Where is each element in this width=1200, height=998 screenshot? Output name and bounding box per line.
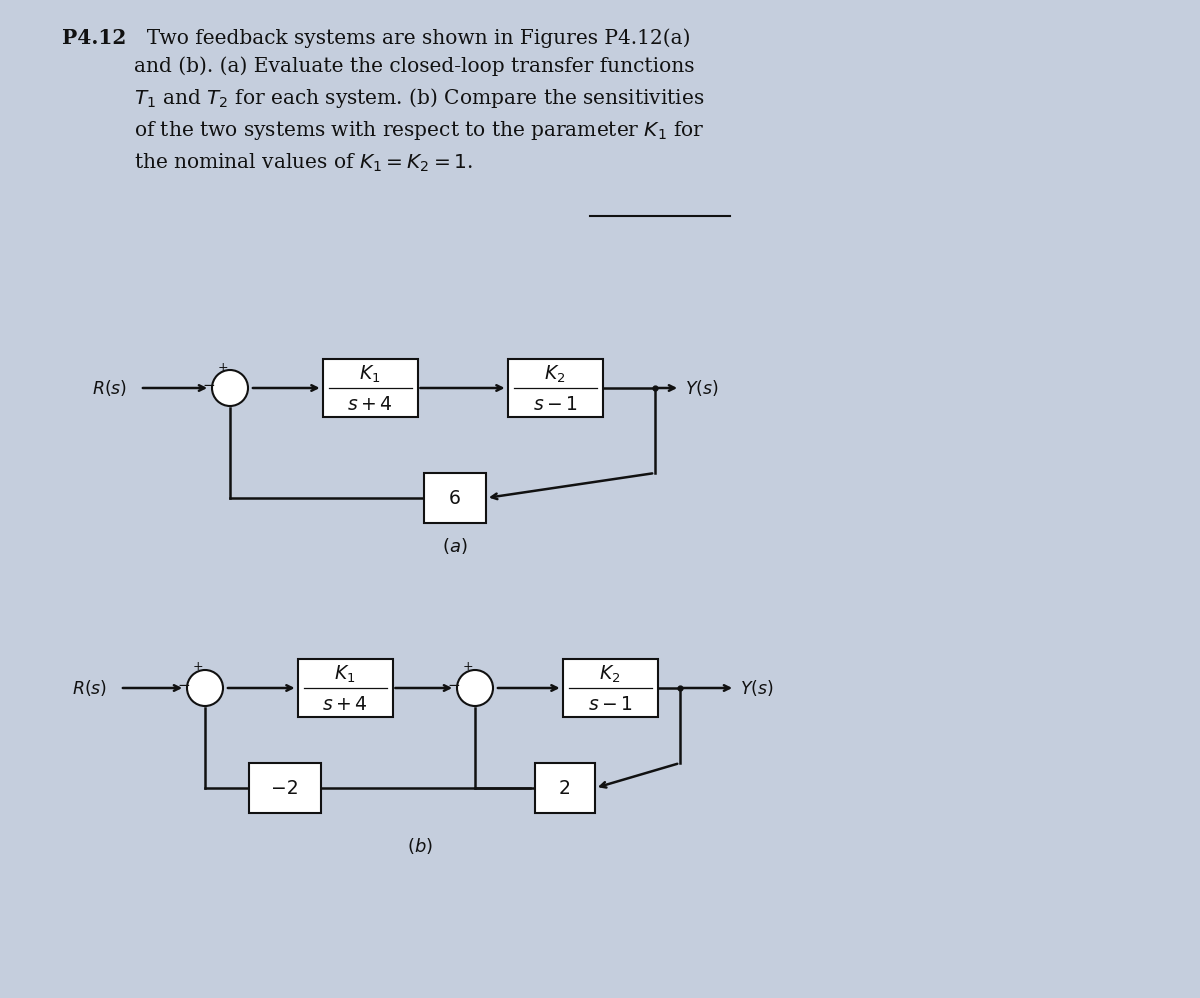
Bar xyxy=(298,659,392,717)
Text: +: + xyxy=(217,360,228,373)
Text: $K_1$: $K_1$ xyxy=(335,664,355,685)
Text: $R(s)$: $R(s)$ xyxy=(92,378,127,398)
Text: $Y(s)$: $Y(s)$ xyxy=(685,378,719,398)
Circle shape xyxy=(457,670,493,706)
Text: $s+4$: $s+4$ xyxy=(322,695,368,714)
Text: $s-1$: $s-1$ xyxy=(588,695,632,714)
Bar xyxy=(424,473,486,523)
Text: −2: −2 xyxy=(271,778,299,797)
Text: −: − xyxy=(448,678,461,693)
Bar xyxy=(563,659,658,717)
Text: +: + xyxy=(463,661,473,674)
Circle shape xyxy=(187,670,223,706)
Text: P4.12: P4.12 xyxy=(62,28,126,48)
Text: 2: 2 xyxy=(559,778,571,797)
Text: $s-1$: $s-1$ xyxy=(533,394,577,413)
Text: $K_1$: $K_1$ xyxy=(359,363,380,384)
Text: $(a)$: $(a)$ xyxy=(443,536,468,556)
Text: 6: 6 xyxy=(449,488,461,508)
Circle shape xyxy=(212,370,248,406)
Text: $K_2$: $K_2$ xyxy=(545,363,565,384)
Bar xyxy=(508,359,602,417)
Text: −: − xyxy=(178,678,191,693)
Bar xyxy=(250,763,322,813)
Text: −: − xyxy=(203,377,215,392)
Text: $Y(s)$: $Y(s)$ xyxy=(740,678,774,698)
Text: $(b)$: $(b)$ xyxy=(407,836,433,856)
Text: Two feedback systems are shown in Figures P4.12(a)
and (b). (a) Evaluate the clo: Two feedback systems are shown in Figure… xyxy=(134,28,704,174)
Bar xyxy=(535,763,595,813)
Text: $K_2$: $K_2$ xyxy=(599,664,620,685)
Text: $R(s)$: $R(s)$ xyxy=(72,678,107,698)
Text: +: + xyxy=(193,661,203,674)
Text: $s+4$: $s+4$ xyxy=(347,394,392,413)
Bar xyxy=(323,359,418,417)
